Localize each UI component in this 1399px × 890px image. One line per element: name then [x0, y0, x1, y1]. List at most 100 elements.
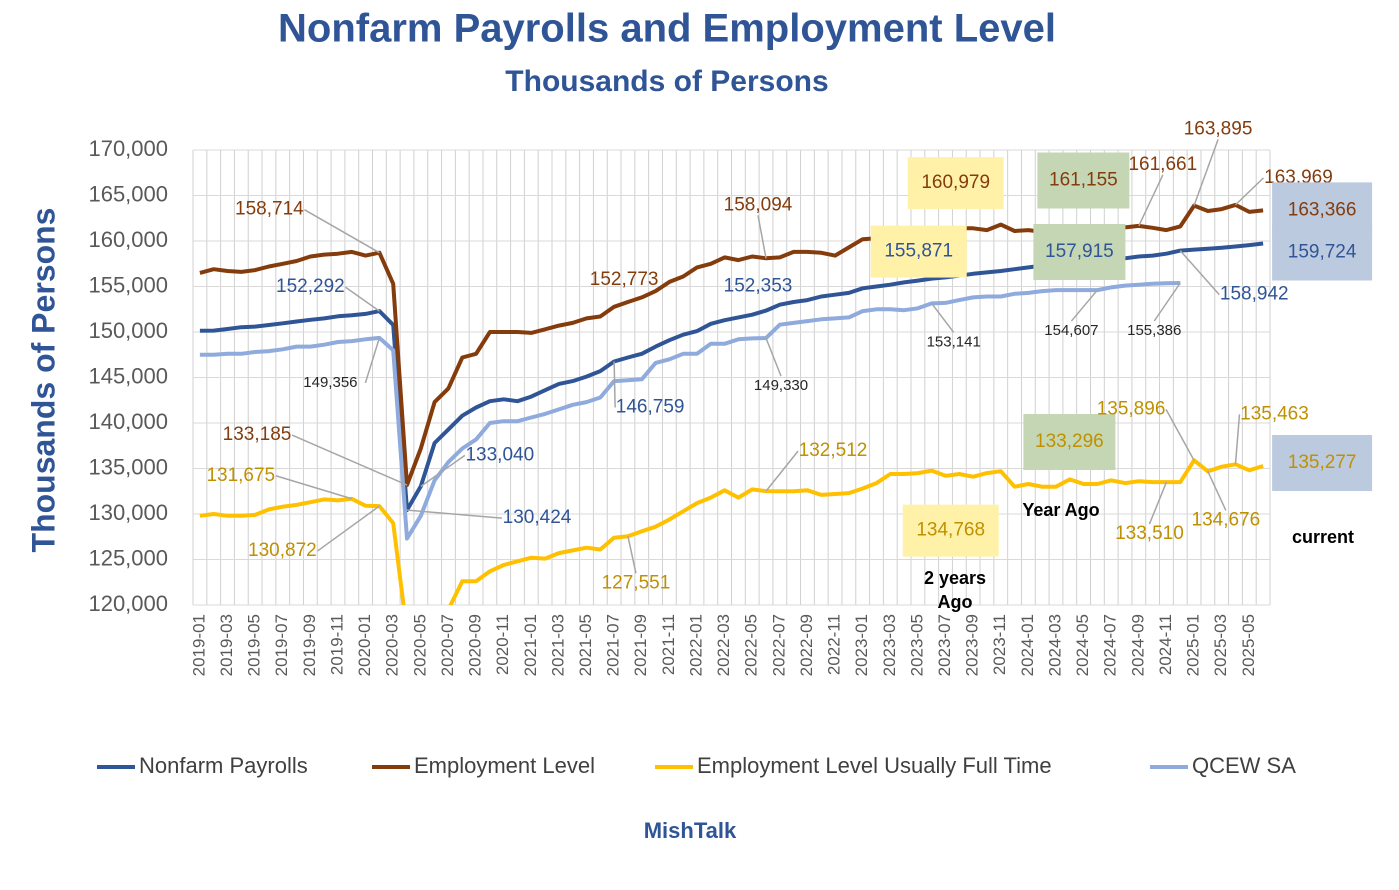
- y-tick-label: 135,000: [88, 454, 168, 479]
- data-label: 133,185: [223, 424, 292, 445]
- x-tick-label: 2019-11: [327, 614, 346, 675]
- x-tick-label: 2023-01: [852, 614, 871, 676]
- annotation-text: current: [1291, 527, 1354, 547]
- data-label: 132,512: [799, 440, 868, 461]
- y-tick-label: 170,000: [88, 136, 168, 161]
- data-label: 154,607: [1044, 322, 1098, 339]
- data-label: 146,759: [616, 397, 685, 418]
- y-tick-label: 140,000: [88, 409, 168, 434]
- x-tick-label: 2021-11: [659, 614, 678, 675]
- leader-line: [1148, 481, 1168, 525]
- data-label: 158,094: [724, 194, 793, 215]
- x-tick-label: 2023-07: [935, 614, 954, 676]
- legend-label: Employment Level: [414, 753, 595, 778]
- leader-line: [931, 302, 955, 333]
- annotation: Year Ago: [1022, 500, 1100, 520]
- y-tick-label: 130,000: [88, 500, 168, 525]
- data-label: 130,424: [503, 507, 572, 528]
- leader-line: [275, 475, 353, 500]
- x-tick-label: 2024-11: [1156, 614, 1175, 675]
- label-box: [1033, 223, 1126, 280]
- x-tick-label: 2021-01: [521, 614, 540, 676]
- x-tick-label: 2019-09: [300, 614, 319, 676]
- data-label: 153,141: [927, 333, 981, 350]
- legend-label: Employment Level Usually Full Time: [697, 753, 1052, 778]
- annotation-text: Year Ago: [1022, 500, 1100, 520]
- x-tick-label: 2019-07: [272, 614, 291, 676]
- leader-line: [1193, 139, 1219, 206]
- data-label: 135,463: [1240, 403, 1309, 424]
- data-label: 135,896: [1097, 398, 1166, 419]
- data-label: 149,356: [303, 374, 357, 391]
- x-tick-label: 2022-03: [714, 614, 733, 676]
- x-tick-label: 2020-11: [493, 614, 512, 675]
- label-box: [870, 225, 967, 278]
- data-label: 163,366: [1288, 199, 1357, 220]
- leader-line: [765, 450, 799, 492]
- data-label: 130,872: [248, 540, 317, 561]
- x-tick-label: 2024-03: [1045, 614, 1064, 676]
- y-tick-label: 145,000: [88, 363, 168, 388]
- grid: 2019-01 2019-03 2019-05 2019-07 2019-09 2019-…: [88, 136, 1271, 676]
- leader-line: [613, 361, 616, 408]
- x-tick-label: 2021-03: [548, 614, 567, 676]
- leader-line: [364, 337, 381, 384]
- data-label: 133,296: [1035, 431, 1104, 452]
- data-label: 152,292: [276, 276, 345, 297]
- labels: 152,292 130,424 133,040 146,759 152,353 155,8…: [206, 119, 1373, 612]
- data-label: 134,676: [1192, 509, 1261, 530]
- data-label: 152,353: [724, 276, 793, 297]
- x-tick-label: 2023-11: [990, 614, 1009, 675]
- source: MishTalk: [644, 818, 737, 843]
- data-label: 161,661: [1128, 154, 1197, 175]
- leader-line: [1234, 177, 1265, 206]
- x-tick-label: 2024-05: [1073, 614, 1092, 676]
- y-tick-label: 125,000: [88, 545, 168, 570]
- leader-line: [304, 209, 380, 254]
- x-tick-label: 2022-11: [825, 614, 844, 675]
- leader-line: [1165, 408, 1195, 461]
- chart-title: Nonfarm Payrolls and Employment Level: [278, 7, 1056, 51]
- label-box: [1272, 434, 1373, 491]
- label-box: [1023, 414, 1116, 471]
- data-label: 161,155: [1049, 170, 1118, 191]
- leader-line: [420, 454, 466, 487]
- data-label: 155,871: [884, 241, 953, 262]
- y-tick-label: 165,000: [88, 181, 168, 206]
- annotation: current: [1291, 527, 1354, 547]
- data-label: 131,675: [206, 465, 275, 486]
- label-box: [1037, 152, 1130, 209]
- data-label: 149,330: [754, 377, 808, 394]
- label-box: [907, 157, 1004, 210]
- data-label: 127,551: [602, 572, 671, 593]
- label-box: [1272, 182, 1373, 239]
- data-label: 163,895: [1184, 119, 1253, 140]
- x-tick-label: 2024-07: [1101, 614, 1120, 676]
- leader-line: [765, 337, 782, 377]
- x-tick-label: 2023-05: [907, 614, 926, 676]
- x-tick-label: 2022-05: [742, 614, 761, 676]
- x-tick-label: 2019-01: [189, 614, 208, 676]
- x-tick-label: 2020-09: [466, 614, 485, 676]
- y-tick-label: 160,000: [88, 227, 168, 252]
- x-tick-label: 2025-01: [1184, 614, 1203, 676]
- data-label: 159,724: [1288, 242, 1357, 263]
- leader-line: [291, 434, 408, 486]
- y-tick-label: 155,000: [88, 272, 168, 297]
- x-tick-label: 2024-09: [1128, 614, 1147, 676]
- x-tick-label: 2022-07: [769, 614, 788, 676]
- leader-line: [627, 536, 637, 574]
- x-tick-label: 2020-07: [438, 614, 457, 676]
- x-tick-label: 2022-01: [686, 614, 705, 676]
- leader-line: [1179, 250, 1220, 296]
- data-label: 158,714: [235, 199, 304, 220]
- series-line: [199, 458, 1264, 605]
- data-label: 157,915: [1045, 241, 1114, 262]
- leader-line: [1138, 174, 1164, 227]
- data-label: 155,386: [1127, 322, 1181, 339]
- data-label: 133,040: [465, 444, 534, 465]
- annotation-text: 2 years Ago: [923, 568, 987, 612]
- annotation: 2 years Ago: [923, 568, 987, 612]
- legend-label: QCEW SA: [1192, 753, 1296, 778]
- data-label: 152,773: [590, 269, 659, 290]
